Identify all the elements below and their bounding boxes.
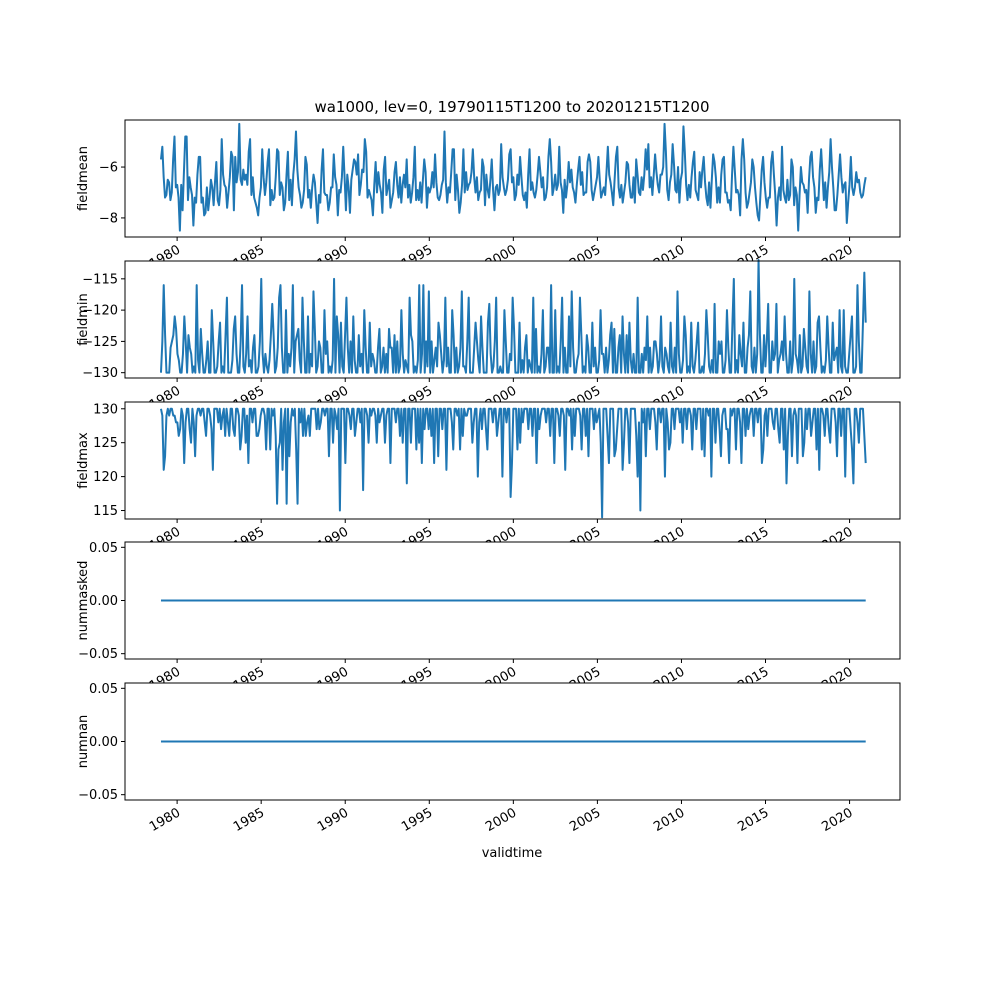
y-tick-label: 0.05 bbox=[89, 682, 118, 697]
y-tick-label: −0.05 bbox=[78, 788, 118, 803]
y-tick-label: −6 bbox=[99, 161, 118, 176]
chart-title: wa1000, lev=0, 19790115T1200 to 20201215… bbox=[314, 98, 709, 116]
plot-frame-fieldmin bbox=[124, 260, 901, 379]
y-tick-label: −8 bbox=[99, 211, 118, 226]
y-tick-label: 0.00 bbox=[89, 735, 118, 750]
y-axis-label-nummasked: nummasked bbox=[76, 561, 91, 641]
y-axis-label-numnan: numnan bbox=[76, 715, 91, 769]
y-tick-label: −120 bbox=[82, 304, 118, 319]
y-tick-label: −125 bbox=[82, 335, 118, 350]
series-line-fieldmin bbox=[159, 259, 867, 374]
series-line-fieldmax bbox=[159, 407, 867, 519]
y-tick-label: 120 bbox=[93, 470, 118, 485]
plot-frame-fieldmax bbox=[124, 401, 901, 520]
y-tick-label: 125 bbox=[93, 436, 118, 451]
y-tick-label: 0.00 bbox=[89, 594, 118, 609]
y-axis-label-fieldmin: fieldmin bbox=[76, 293, 91, 346]
plot-frame-fieldmean bbox=[124, 119, 901, 238]
y-tick-label: 130 bbox=[93, 402, 118, 417]
y-tick-label: 0.05 bbox=[89, 541, 118, 556]
y-tick-label: −0.05 bbox=[78, 647, 118, 662]
y-axis-label-fieldmean: fieldmean bbox=[76, 146, 91, 211]
y-tick-label: −130 bbox=[82, 366, 118, 381]
y-axis-label-fieldmax: fieldmax bbox=[76, 432, 91, 489]
x-axis-label: validtime bbox=[482, 846, 543, 861]
y-tick-label: 115 bbox=[93, 504, 118, 519]
y-tick-label: −115 bbox=[82, 272, 118, 287]
series-line-fieldmean bbox=[159, 122, 867, 232]
